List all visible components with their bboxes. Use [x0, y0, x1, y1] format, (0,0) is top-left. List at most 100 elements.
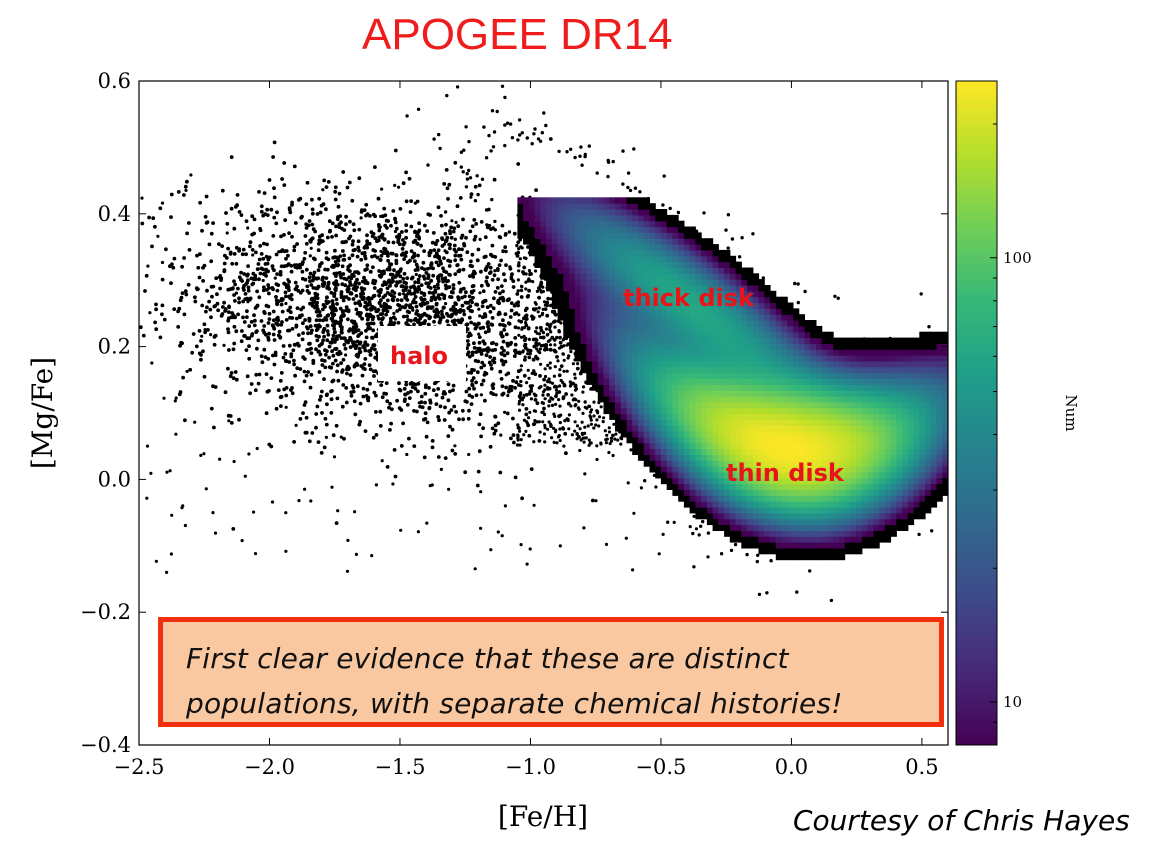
heatmap-bin — [563, 331, 570, 339]
scatter-point — [484, 353, 489, 358]
heatmap-bin — [540, 197, 547, 204]
heatmap-bin — [660, 232, 668, 239]
scatter-point — [348, 219, 352, 224]
scatter-point — [332, 294, 337, 298]
scatter-point — [487, 133, 491, 138]
heatmap-bin — [632, 343, 639, 350]
heatmap-bin — [603, 244, 610, 251]
scatter-point — [436, 455, 441, 459]
scatter-point — [409, 292, 414, 296]
scatter-point — [453, 272, 458, 276]
heatmap-bin — [597, 232, 605, 239]
scatter-point — [368, 381, 372, 386]
heatmap-bin — [695, 325, 702, 333]
heatmap-bin — [586, 285, 593, 292]
scatter-point — [189, 173, 193, 177]
heatmap-bin — [523, 209, 530, 216]
scatter-point — [443, 283, 448, 288]
heatmap-bin — [649, 384, 656, 391]
scatter-point — [311, 286, 316, 290]
scatter-point — [305, 180, 310, 185]
scatter-point — [310, 211, 315, 216]
heatmap-bin — [609, 290, 616, 298]
scatter-point — [322, 377, 326, 381]
heatmap-bin — [609, 413, 616, 420]
scatter-point — [803, 289, 807, 294]
scatter-point — [246, 264, 251, 268]
heatmap-bin — [569, 267, 576, 274]
heatmap-bin — [706, 466, 714, 473]
heatmap-bin — [660, 273, 668, 280]
heatmap-bin — [620, 419, 627, 426]
heatmap-bin — [643, 314, 650, 321]
heatmap-bin — [683, 355, 691, 362]
heatmap-bin — [574, 244, 582, 251]
scatter-point — [535, 338, 539, 342]
scatter-point — [495, 109, 499, 114]
heatmap-bin — [592, 360, 599, 368]
scatter-point — [272, 140, 277, 145]
heatmap-bin — [615, 232, 622, 239]
heatmap-bin — [655, 244, 662, 251]
scatter-point — [232, 324, 237, 329]
heatmap-bin — [626, 366, 633, 374]
scatter-point — [534, 355, 538, 359]
scatter-point — [407, 176, 412, 181]
scatter-point — [468, 176, 473, 180]
heatmap-bin — [638, 431, 645, 438]
scatter-point — [199, 339, 203, 343]
heatmap-bin — [615, 396, 622, 403]
scatter-point — [207, 299, 212, 304]
scatter-point — [492, 130, 497, 134]
heatmap-bin — [683, 273, 691, 280]
scatter-point — [558, 427, 562, 431]
scatter-point — [392, 448, 397, 452]
scatter-point — [297, 499, 301, 503]
heatmap-bin — [534, 232, 541, 239]
heatmap-bin — [586, 337, 593, 344]
heatmap-bin — [655, 442, 662, 450]
scatter-point — [209, 231, 214, 236]
heatmap-bin — [689, 267, 696, 274]
heatmap-bin — [592, 238, 599, 245]
scatter-point — [503, 245, 508, 250]
scatter-point — [769, 559, 773, 563]
scatter-point — [376, 196, 381, 201]
scatter-point — [246, 288, 251, 293]
scatter-point — [348, 280, 352, 284]
scatter-point — [409, 285, 413, 290]
heatmap-bin — [603, 331, 610, 339]
heatmap-bin — [580, 279, 587, 286]
heatmap-bin — [592, 244, 599, 251]
scatter-point — [512, 440, 516, 445]
heatmap-bin — [655, 355, 662, 362]
scatter-point — [271, 267, 275, 271]
scatter-point — [401, 276, 406, 281]
heatmap-bin — [597, 331, 605, 339]
scatter-point — [241, 299, 246, 304]
scatter-point — [445, 235, 450, 240]
scatter-point — [222, 268, 227, 272]
scatter-point — [326, 180, 331, 184]
scatter-point — [465, 172, 469, 176]
scatter-point — [527, 433, 532, 438]
scatter-point — [345, 569, 350, 573]
scatter-point — [325, 329, 330, 334]
scatter-point — [309, 283, 314, 287]
scatter-point — [368, 270, 373, 274]
scatter-point — [553, 365, 557, 369]
scatter-point — [552, 338, 557, 342]
scatter-point — [451, 229, 456, 234]
scatter-point — [292, 248, 297, 253]
heatmap-bin — [551, 238, 559, 245]
scatter-point — [393, 229, 397, 234]
heatmap-bin — [649, 442, 656, 450]
heatmap-bin — [563, 296, 570, 304]
heatmap-bin — [632, 273, 639, 280]
heatmap-bin — [615, 314, 622, 321]
scatter-point — [382, 280, 387, 284]
scatter-point — [607, 426, 611, 430]
heatmap-bin — [672, 343, 679, 350]
scatter-point — [692, 514, 696, 519]
scatter-point — [386, 240, 391, 245]
